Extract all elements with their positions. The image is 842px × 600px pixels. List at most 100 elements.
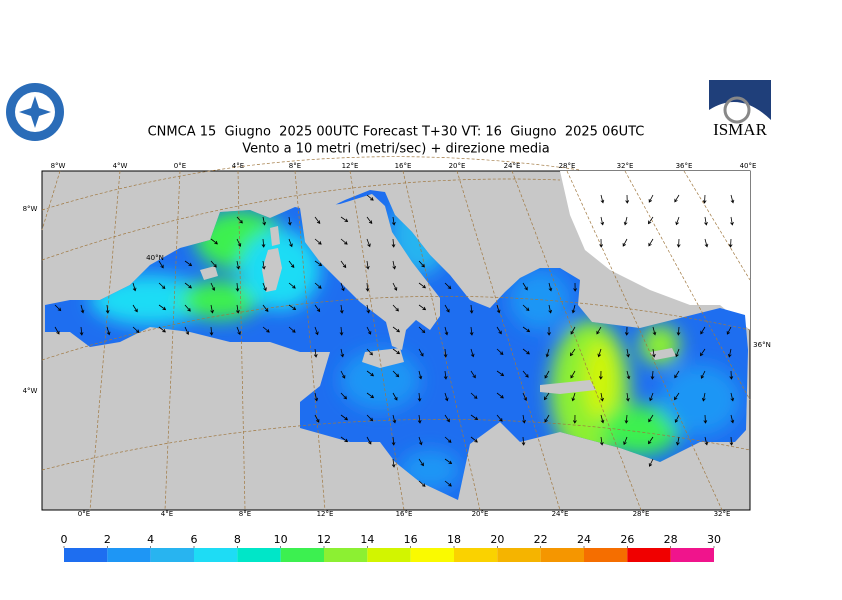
coordinate-label: 8°E [239,510,251,518]
cnmca-logo [6,83,64,141]
wind-arrow [339,326,344,336]
wind-arrow [236,238,242,247]
wind-arrow [600,414,605,424]
wind-arrow [366,392,375,399]
wind-arrow [730,414,735,424]
wind-arrow [496,304,501,314]
wind-arrow [548,304,553,314]
colorbar-label: 6 [191,533,198,546]
colorbar-label: 4 [147,533,154,546]
wind-arrow [184,260,193,267]
wind-arrow [649,392,654,402]
wind-arrow [105,304,110,314]
wind-arrow [702,194,707,204]
wind-arrow [444,304,450,313]
colorbar-label: 16 [404,533,418,546]
wind-arrow [470,392,478,399]
wind-arrow [728,238,733,248]
wind-arrow [340,392,348,400]
wind-arrow [366,348,373,356]
wind-arrow [730,194,735,204]
wind-arrow [80,304,85,314]
graticule-labels: 8°W 4°W 0°E 4°E 8°E 12°E 16°E 20°E 24°E 28°E 32°E 3… [23,162,771,518]
wind-arrow [522,282,528,291]
wind-arrow [314,282,322,289]
wind-arrow [521,436,526,446]
wind-arrow [314,392,319,402]
wind-arrow [314,326,319,336]
wind-arrow [236,216,243,224]
wind-arrow [444,414,450,423]
wind-arrow [418,458,424,467]
wind-arrow [366,370,375,377]
colorbar-swatch [627,548,671,562]
wind-arrow [314,304,321,313]
wind-arrow [522,348,530,355]
wind-arrow [287,216,292,226]
colorbar-swatch [540,548,584,562]
wind-arrow [675,348,680,358]
wind-arrow [418,436,423,446]
wind-arrow [600,194,605,204]
wind-arrow [674,194,680,203]
wind-arrow [132,304,138,313]
wind-arrow [648,194,654,203]
coordinate-label: 8°E [289,162,301,170]
wind-arrow [599,238,604,248]
colorbar-swatch [367,548,411,562]
wind-arrow [522,370,529,378]
coordinate-label: 16°E [395,162,412,170]
wind-arrow [158,282,166,290]
wind-arrow [650,370,655,380]
coordinate-label: 36°N [753,341,771,349]
map [41,156,751,511]
colorbar-swatch [454,548,498,562]
coordinate-label: 40°E [740,162,757,170]
coordinate-label: 24°E [504,162,521,170]
wind-arrow [392,260,397,270]
colorbar-swatch [237,548,281,562]
colorbar-label: 26 [620,533,634,546]
wind-arrow [132,282,137,292]
wind-arrow [545,348,550,358]
wind-arrow [727,348,732,358]
wind-arrow [418,260,425,268]
wind-arrow [339,304,344,314]
wind-arrow [652,348,656,358]
wind-arrow [729,436,734,446]
wind-arrows [54,194,735,487]
wind-arrow [652,326,657,336]
wind-arrow [340,282,345,292]
wind-arrow [676,436,680,446]
colorbar-label: 8 [234,533,241,546]
wind-arrow [600,392,604,402]
wind-arrow [366,216,373,225]
wind-arrow [648,238,654,247]
wind-arrow [624,414,629,424]
wind-arrow [392,392,398,401]
wind-arrow [648,436,654,445]
coordinate-label: 32°E [714,510,731,518]
wind-arrow [288,260,295,268]
wind-arrow [726,326,732,335]
wind-arrow [210,260,217,268]
colorbar-label: 10 [274,533,288,546]
colorbar-swatch [324,548,368,562]
wind-arrow [647,216,654,225]
wind-arrow [158,260,164,269]
wind-arrow [314,216,321,225]
wind-arrow [543,392,550,401]
wind-arrow [704,216,708,226]
wind-arrow [522,392,528,402]
wind-arrow [262,216,267,226]
wind-arrow [496,370,505,377]
wind-arrow [210,304,214,314]
wind-arrow [340,370,346,379]
wind-arrow [262,304,269,312]
wind-arrow [444,436,452,443]
wind-arrow [235,282,240,292]
coordinate-label: 4°W [23,387,38,395]
wind-arrow [625,194,630,204]
wind-arrow [569,348,576,357]
